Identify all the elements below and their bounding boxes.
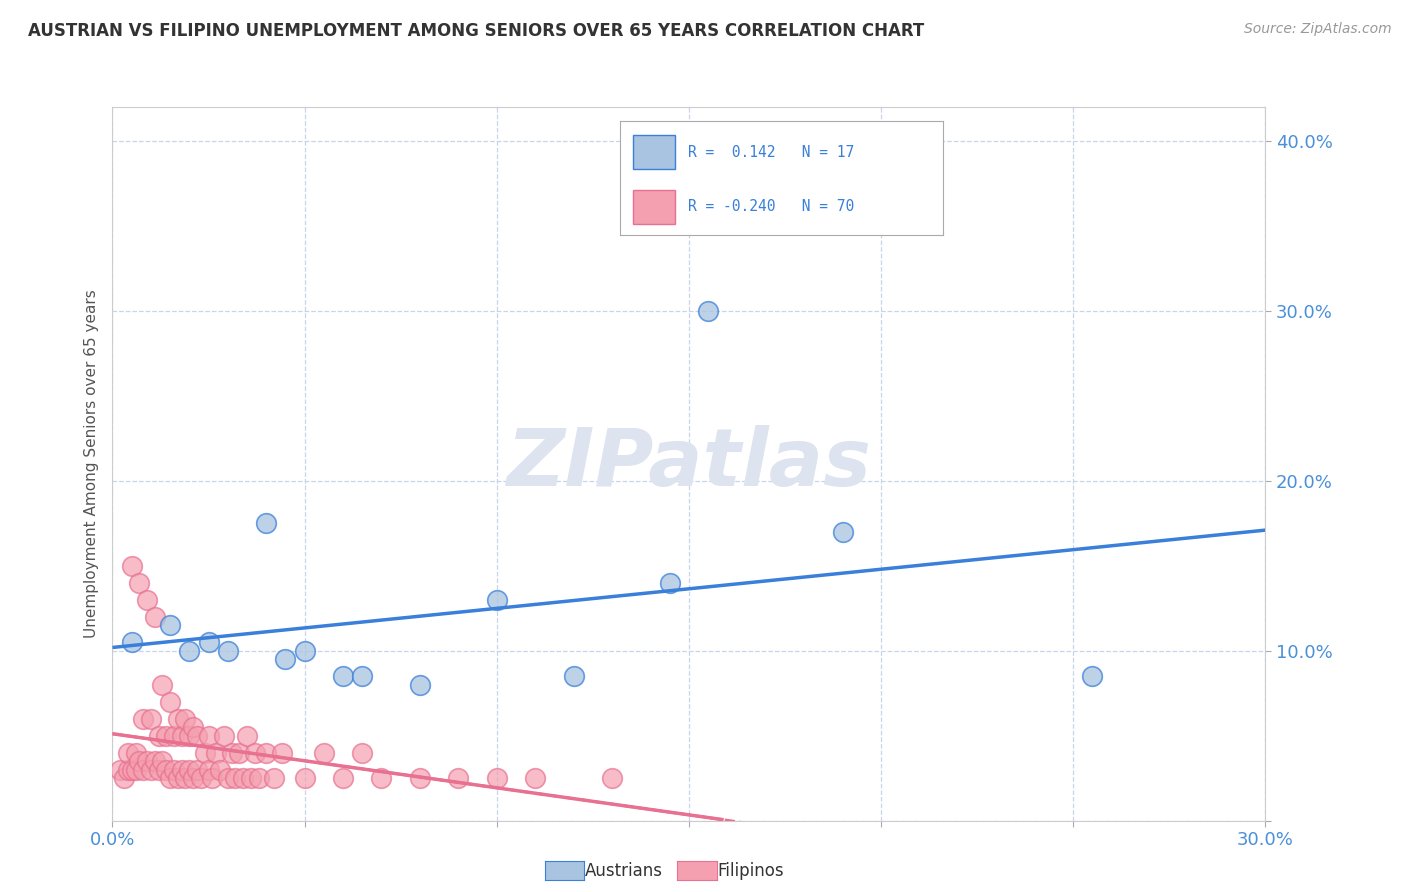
Point (831, 524, 853, 539)
Point (254, 516, 277, 531)
Point (108, 763, 131, 777)
Point (332, 669, 354, 683)
Point (294, 644, 316, 658)
Point (117, 746, 139, 760)
Point (159, 771, 181, 785)
Point (179, 644, 201, 658)
Text: AUSTRIAN VS FILIPINO UNEMPLOYMENT AMONG SENIORS OVER 65 YEARS CORRELATION CHART: AUSTRIAN VS FILIPINO UNEMPLOYMENT AMONG … (28, 22, 924, 40)
Point (209, 763, 232, 777)
Point (447, 771, 470, 785)
Point (139, 712, 162, 726)
Point (201, 771, 224, 785)
Text: ZIPatlas: ZIPatlas (506, 425, 872, 503)
Point (221, 746, 243, 760)
Text: R =  0.142   N = 17: R = 0.142 N = 17 (688, 145, 853, 160)
Point (197, 729, 219, 743)
Point (197, 763, 219, 777)
Point (128, 575, 150, 590)
Point (600, 771, 623, 785)
Point (236, 729, 259, 743)
Point (179, 763, 201, 777)
Point (152, 754, 174, 768)
Y-axis label: Unemployment Among Seniors over 65 years: Unemployment Among Seniors over 65 years (83, 290, 98, 638)
Point (217, 644, 239, 658)
Point (143, 754, 166, 768)
Point (181, 720, 204, 734)
Bar (633, 135, 675, 169)
Point (190, 771, 212, 785)
Point (194, 746, 217, 760)
Point (197, 635, 219, 649)
Point (239, 771, 262, 785)
Point (143, 609, 166, 624)
Point (174, 712, 197, 726)
Point (243, 746, 266, 760)
Point (294, 771, 316, 785)
Point (121, 763, 143, 777)
Point (254, 746, 277, 760)
Point (170, 729, 193, 743)
Point (409, 771, 432, 785)
Point (124, 763, 146, 777)
Point (139, 763, 162, 777)
Point (274, 652, 297, 666)
Point (124, 746, 146, 760)
Point (121, 558, 143, 573)
Point (312, 746, 335, 760)
Point (228, 746, 250, 760)
Text: Austrians: Austrians (585, 862, 664, 880)
Point (697, 304, 720, 318)
Point (159, 618, 181, 632)
Point (186, 763, 208, 777)
Point (485, 592, 508, 607)
Point (332, 771, 354, 785)
Point (181, 771, 204, 785)
Point (174, 771, 197, 785)
Point (117, 763, 139, 777)
Point (524, 771, 547, 785)
Point (152, 678, 174, 692)
Point (212, 729, 235, 743)
Point (1081, 669, 1104, 683)
Point (409, 678, 432, 692)
Point (270, 746, 292, 760)
Point (155, 729, 177, 743)
Point (247, 771, 270, 785)
Point (166, 771, 188, 785)
Point (132, 712, 155, 726)
Point (485, 771, 508, 785)
Point (136, 754, 159, 768)
Point (179, 729, 201, 743)
Point (148, 763, 170, 777)
Point (136, 592, 159, 607)
Point (232, 771, 254, 785)
Point (205, 746, 228, 760)
Point (217, 771, 239, 785)
Bar (633, 190, 675, 224)
Text: R = -0.240   N = 70: R = -0.240 N = 70 (688, 200, 853, 214)
Point (170, 763, 193, 777)
Point (166, 712, 188, 726)
Point (186, 729, 208, 743)
Point (562, 669, 585, 683)
Point (224, 771, 246, 785)
Text: Source: ZipAtlas.com: Source: ZipAtlas.com (1244, 22, 1392, 37)
Point (658, 575, 681, 590)
Point (352, 746, 374, 760)
Point (121, 635, 143, 649)
Point (112, 771, 135, 785)
Point (132, 763, 155, 777)
Point (128, 754, 150, 768)
Point (148, 729, 170, 743)
Point (352, 669, 374, 683)
Point (263, 771, 285, 785)
Point (159, 695, 181, 709)
Point (155, 763, 177, 777)
Point (163, 763, 186, 777)
Text: Filipinos: Filipinos (717, 862, 785, 880)
Point (370, 771, 392, 785)
Point (163, 729, 186, 743)
